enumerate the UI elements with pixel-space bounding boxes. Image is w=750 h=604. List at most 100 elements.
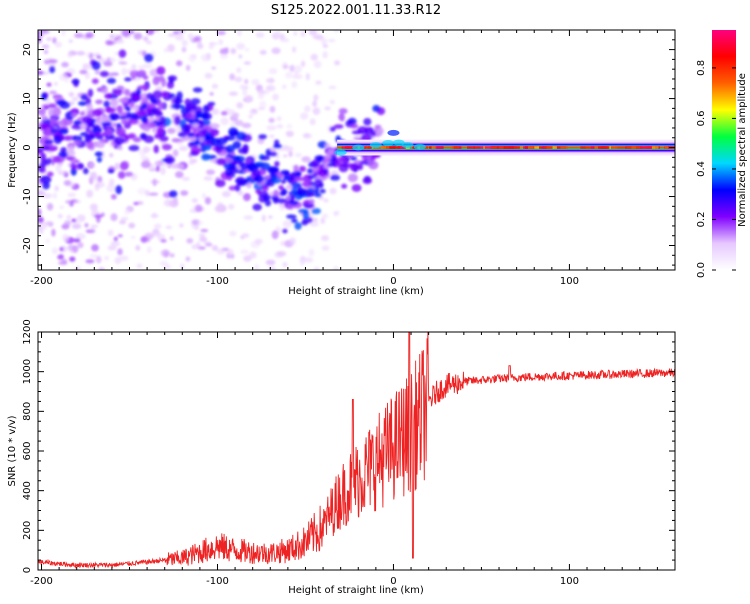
spectrogram-ridge-blob	[228, 185, 237, 191]
spectrogram-noise-blob	[219, 54, 228, 59]
carrier-peak	[585, 146, 597, 149]
carrier-peak	[498, 146, 508, 149]
spectrogram-x-tick-label: 100	[560, 276, 579, 287]
spectrogram-ridge-blob	[56, 99, 67, 106]
spectrogram-noise-blob	[88, 52, 94, 60]
spectrogram-noise-blob	[190, 54, 197, 59]
spectrogram-ridge-blob	[301, 181, 313, 187]
spectrogram-noise-blob	[73, 237, 81, 243]
spectrogram-ridge-blob	[106, 77, 116, 84]
spectrogram-ridge-blob	[78, 101, 87, 106]
spectrogram-ridge-blob	[161, 143, 172, 151]
spectrogram-ridge-blob	[42, 123, 50, 128]
spectrogram-noise-blob	[194, 204, 203, 213]
spectrogram-noise-blob	[38, 70, 44, 75]
spectrogram-ridge-blob	[269, 172, 277, 178]
spectrogram-noise-blob	[46, 37, 52, 41]
spectrogram-ridge-blob	[285, 195, 291, 201]
snr-y-tick-label: 1200	[22, 319, 33, 344]
spectrogram-ridge-blob	[58, 151, 68, 157]
spectrogram-ridge-blob	[255, 189, 262, 194]
spectrogram-noise-blob	[244, 78, 249, 85]
snr-y-tick-label: 400	[22, 481, 33, 500]
spectrogram-ridge-blob	[277, 198, 287, 204]
spectrogram-ridge-blob	[236, 131, 247, 141]
spectrogram-ridge-blob	[141, 115, 147, 123]
spectrogram-ridge-blob	[66, 155, 74, 161]
spectrogram-ridge-blob	[333, 124, 344, 129]
spectrogram-ridge-blob	[291, 218, 298, 224]
spectrogram-ridge-blob	[153, 144, 159, 154]
colorbar-label: Normalized spectral amplitude	[737, 73, 748, 227]
spectrogram-noise-blob	[238, 54, 243, 59]
spectrogram-noise-blob	[216, 248, 226, 255]
spectrogram-noise-blob	[38, 208, 42, 217]
spectrogram-ridge-blob	[72, 78, 80, 85]
spectrogram-ridge-blob	[169, 190, 178, 198]
spectrogram-ridge-blob	[265, 148, 271, 157]
spectrogram-noise-blob	[94, 70, 101, 75]
spectrogram-ridge-blob	[377, 127, 384, 135]
carrier-peak	[397, 146, 405, 149]
spectrogram-ridge-blob	[238, 179, 248, 186]
spectrogram-ridge-blob	[139, 123, 148, 129]
spectrogram-noise-blob	[75, 233, 86, 240]
spectrogram-ridge-blob	[146, 121, 157, 129]
spectrogram-noise-blob	[280, 240, 286, 246]
spectrogram-ridge-blob	[224, 135, 236, 141]
spectrogram-noise-blob	[113, 236, 118, 242]
spectrogram-noise-blob	[106, 184, 116, 192]
spectrogram-ridge-blob	[70, 167, 77, 176]
spectrogram-noise-blob	[281, 84, 287, 90]
spectrogram-noise-blob	[121, 30, 131, 37]
spectrogram-ridge-blob	[201, 113, 209, 119]
spectrogram-ridge-blob	[237, 147, 247, 154]
carrier-peak	[657, 146, 660, 149]
spectrogram-noise-blob	[294, 152, 302, 158]
spectrogram-noise-blob	[268, 68, 278, 75]
spectrogram-noise-blob	[197, 246, 206, 250]
spectrogram-noise-blob	[166, 127, 176, 134]
spectrogram-noise-blob	[160, 238, 167, 243]
spectrogram-noise-blob	[276, 251, 287, 257]
spectrogram-ridge-blob	[313, 192, 322, 198]
spectrogram-noise-blob	[211, 83, 219, 89]
spectrogram-ridge-blob	[174, 116, 181, 125]
spectrogram-noise-blob	[322, 51, 328, 59]
spectrogram-noise-blob	[211, 108, 220, 115]
spectrogram-noise-blob	[130, 235, 136, 240]
spectrogram-noise-blob	[117, 248, 123, 256]
spectrogram-noise-blob	[240, 249, 249, 255]
spectrogram-noise-blob	[89, 254, 99, 258]
spectrogram-noise-blob	[97, 175, 103, 183]
snr-y-axis-label: SNR (10 * v/v)	[7, 415, 18, 486]
spectrogram-ridge-blob	[73, 120, 82, 126]
spectrogram-noise-blob	[103, 60, 113, 67]
snr-series	[38, 332, 675, 569]
spectrogram-ridge-blob	[339, 113, 345, 122]
spectrogram-noise-blob	[90, 224, 99, 228]
spectrogram-ridge-blob	[91, 78, 99, 84]
spectrogram-noise-blob	[140, 153, 147, 161]
spectrogram-noise-blob	[308, 248, 315, 257]
spectrogram-noise-blob	[137, 187, 147, 195]
spectrogram-noise-blob	[49, 90, 57, 95]
spectrogram-noise-blob	[254, 238, 263, 245]
spectrogram-ridge-blob	[309, 198, 315, 205]
spectrogram-noise-blob	[244, 47, 250, 52]
spectrogram-ridge-blob	[58, 128, 69, 135]
spectrogram-noise-blob	[198, 233, 206, 237]
spectrogram-noise-blob	[59, 205, 65, 210]
spectrogram-noise-blob	[302, 133, 313, 139]
spectrogram-noise-blob	[155, 165, 160, 172]
spectrogram-x-tick-label: -200	[30, 276, 53, 287]
spectrogram-ridge-blob	[128, 118, 139, 125]
carrier-bump	[387, 129, 400, 136]
spectrogram-ridge-blob	[151, 107, 159, 114]
spectrogram-noise-blob	[282, 144, 289, 149]
spectrogram-ridge-blob	[142, 102, 148, 109]
spectrogram-ridge-blob	[254, 176, 260, 182]
snr-y-tick-label: 1000	[22, 359, 33, 384]
spectrogram-noise-blob	[209, 92, 214, 96]
